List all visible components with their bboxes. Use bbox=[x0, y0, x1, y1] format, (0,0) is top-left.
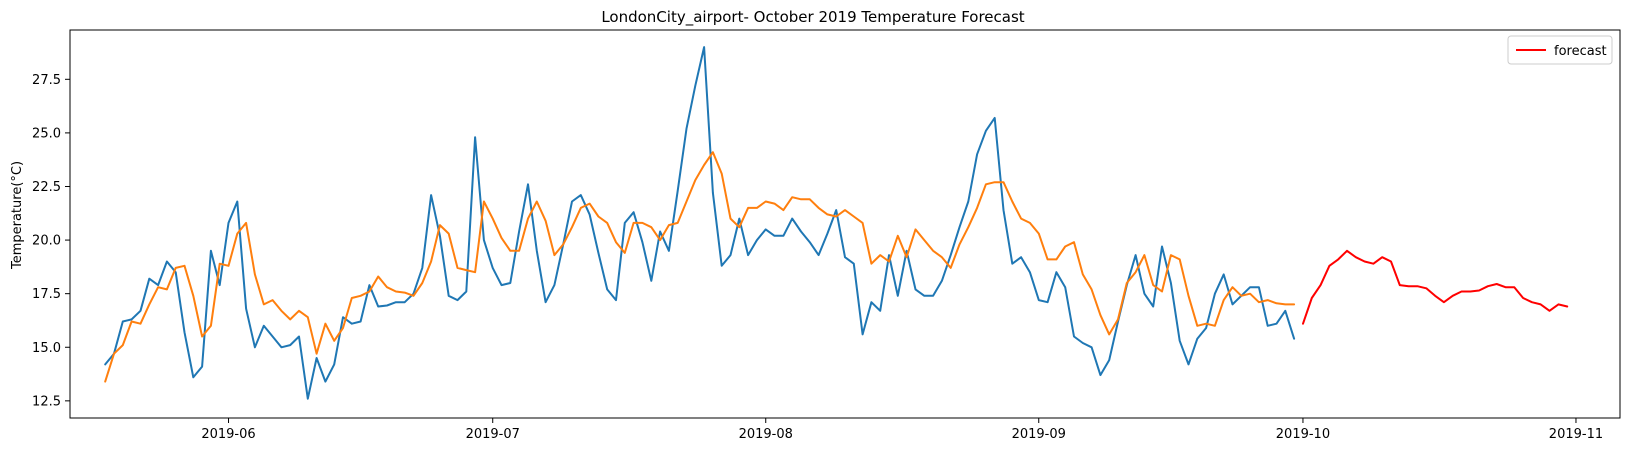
y-tick-label: 20.0 bbox=[32, 234, 61, 249]
legend-box bbox=[1507, 35, 1613, 65]
y-tick-label: 25.0 bbox=[32, 126, 61, 141]
series-line-1 bbox=[104, 46, 1296, 400]
y-axis-label: Temperature(°C) bbox=[10, 161, 25, 270]
legend: forecast bbox=[1507, 35, 1613, 65]
x-tick-label: 2019-10 bbox=[1276, 427, 1330, 442]
legend-forecast-label: forecast bbox=[1554, 44, 1607, 59]
y-tick-label: 17.5 bbox=[32, 287, 61, 302]
x-tick-label: 2019-09 bbox=[1012, 427, 1066, 442]
y-tick-label: 15.0 bbox=[32, 341, 61, 356]
y-tick-label: 27.5 bbox=[32, 73, 61, 88]
y-tick-label: 22.5 bbox=[32, 180, 61, 195]
x-tick-label: 2019-07 bbox=[466, 427, 520, 442]
x-tick-label: 2019-08 bbox=[739, 427, 793, 442]
x-tick-label: 2019-06 bbox=[201, 427, 255, 442]
plot-frame bbox=[69, 29, 1621, 419]
x-tick-label: 2019-11 bbox=[1549, 427, 1603, 442]
series-line-2 bbox=[104, 151, 1296, 383]
series-line-forecast bbox=[1302, 249, 1569, 325]
y-tick-label: 12.5 bbox=[32, 394, 61, 409]
plot-area: 2019-06 2019-07 2019-08 2019-09 2019-10 2019-… bbox=[32, 46, 1603, 442]
chart-title: LondonCity_airport- October 2019 Tempera… bbox=[601, 8, 1024, 27]
